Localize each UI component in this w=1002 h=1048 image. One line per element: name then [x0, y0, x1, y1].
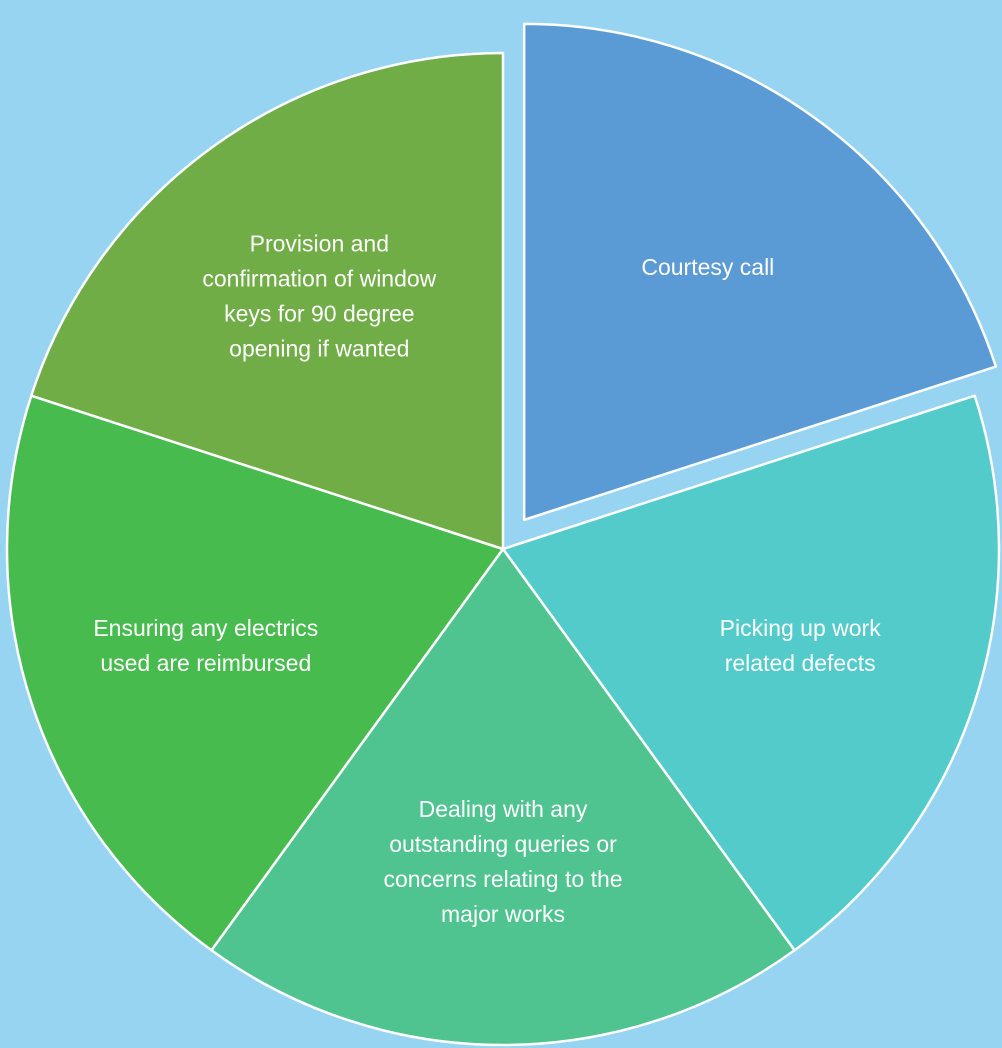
segment-ensuring-electrics [5, 394, 505, 952]
segment-label-line: Courtesy call [641, 254, 774, 280]
segment-label-line: opening if wanted [229, 336, 409, 362]
segment-label-picking-up-defects: Picking up work related defects [720, 615, 882, 676]
segment-courtesy-call [522, 22, 998, 522]
segment-dealing-with-queries [210, 547, 796, 1047]
segment-label-line: confirmation of window [202, 266, 436, 292]
segment-label-line: concerns relating to the [383, 866, 622, 892]
segment-label-line: Ensuring any electrics [93, 615, 318, 641]
segment-label-line: used are reimbursed [100, 650, 311, 676]
segment-label-line: Provision and [250, 231, 389, 257]
segment-label-line: keys for 90 degree [224, 301, 415, 327]
segment-window-keys [30, 51, 505, 551]
segment-label-line: major works [441, 901, 565, 927]
segment-label-line: outstanding queries or [389, 831, 617, 857]
segment-label-courtesy-call: Courtesy call [641, 254, 774, 280]
segment-label-dealing-with-queries: Dealing with any outstanding queries or co… [383, 796, 622, 927]
segment-picking-up-defects [501, 394, 1001, 952]
segment-label-line: Dealing with any [419, 796, 588, 822]
segment-label-line: related defects [725, 650, 876, 676]
segment-label-ensuring-electrics: Ensuring any electrics used are reimburse… [93, 615, 318, 676]
segment-label-window-keys: Provision and confirmation of window keys … [202, 231, 436, 362]
segment-label-line: Picking up work [720, 615, 882, 641]
